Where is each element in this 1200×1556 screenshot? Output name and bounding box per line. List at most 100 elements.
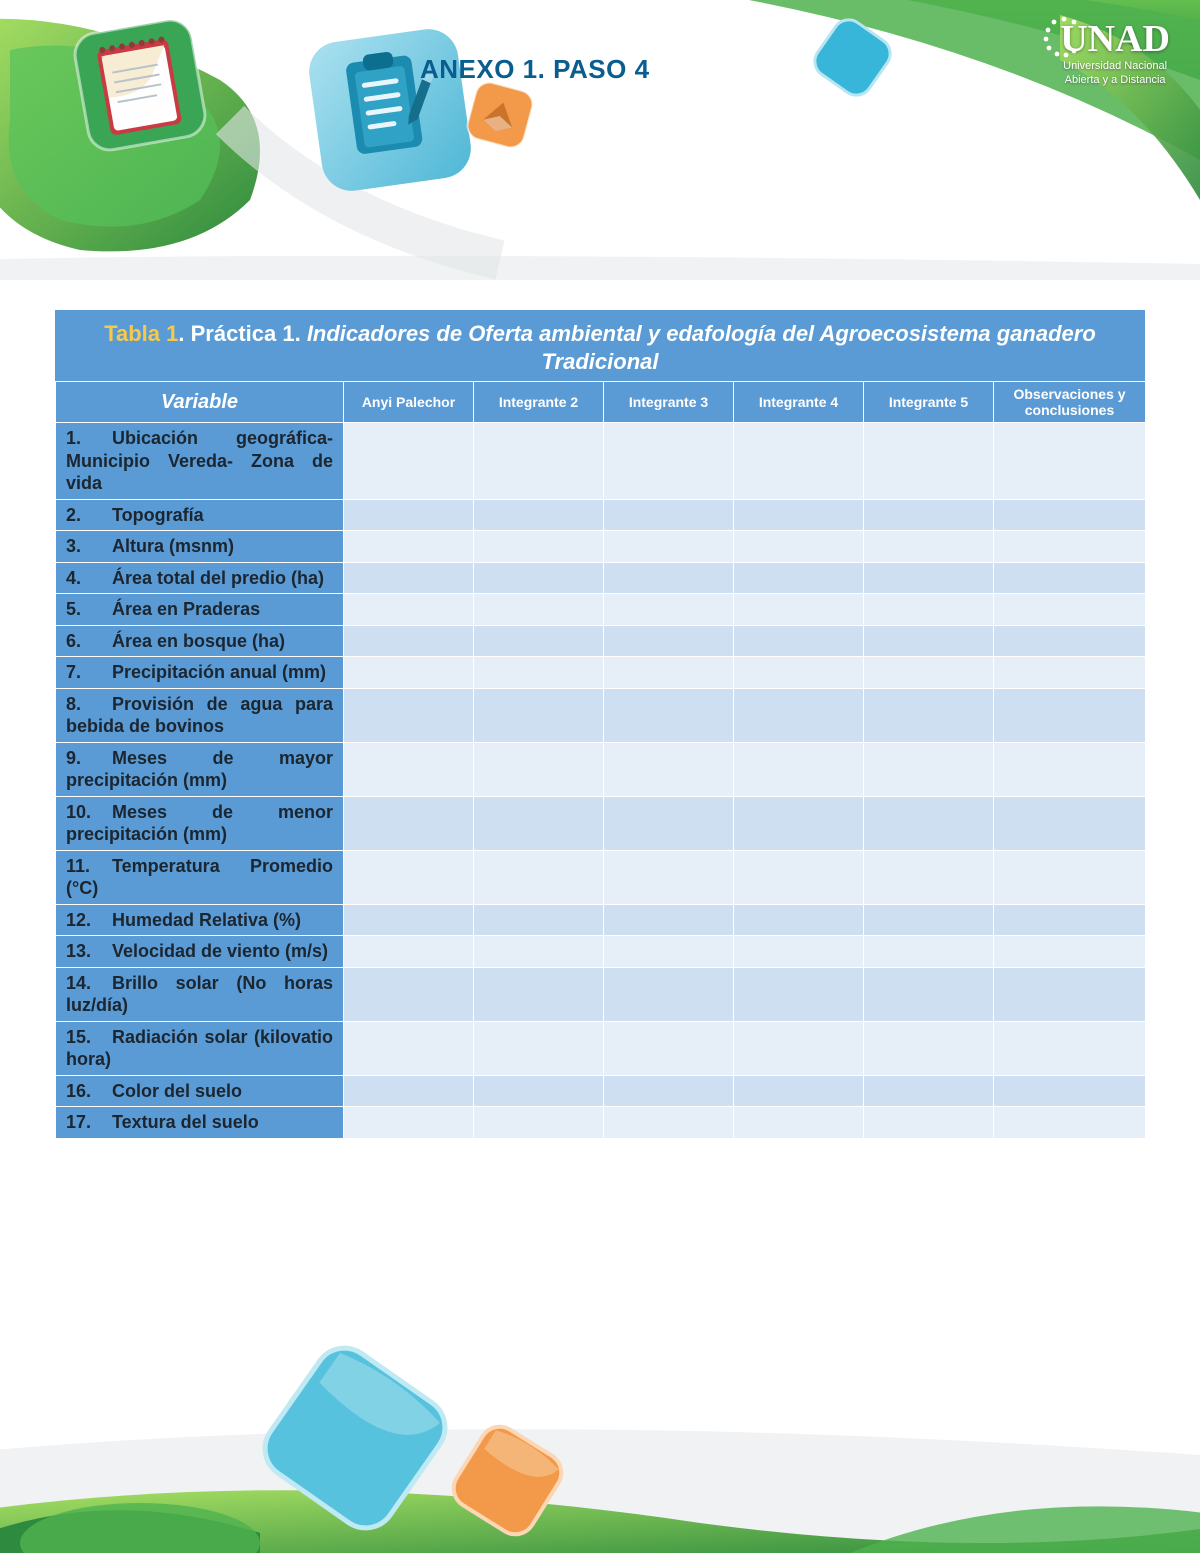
table-row: 8.Provisión de agua para bebida de bovin… <box>56 688 1146 742</box>
table-cell <box>474 1021 604 1075</box>
table-cell <box>734 967 864 1021</box>
table-row: 15.Radiación solar (kilovatio hora) <box>56 1021 1146 1075</box>
table-cell <box>604 657 734 689</box>
table-cell <box>604 904 734 936</box>
teal-diamond-icon <box>800 5 904 109</box>
table-cell <box>344 688 474 742</box>
col-integrante-5: Integrante 5 <box>864 382 994 423</box>
table-cell <box>604 936 734 968</box>
table-cell <box>604 423 734 500</box>
table-cell <box>864 850 994 904</box>
col-observaciones: Observaciones y conclusiones <box>994 382 1146 423</box>
table-row: 3.Altura (msnm) <box>56 531 1146 563</box>
table-cell <box>344 594 474 626</box>
variable-cell: 9.Meses de mayor precipitación (mm) <box>56 742 344 796</box>
table-title-tabla: Tabla 1 <box>104 321 178 346</box>
table-cell <box>994 625 1146 657</box>
col-integrante-3: Integrante 3 <box>604 382 734 423</box>
table-cell <box>344 936 474 968</box>
table-row: 5.Área en Praderas <box>56 594 1146 626</box>
table-cell <box>864 742 994 796</box>
table-cell <box>994 562 1146 594</box>
unad-logo: UNAD Universidad Nacional Abierta y a Di… <box>1060 20 1170 86</box>
table-cell <box>604 850 734 904</box>
table-cell <box>734 625 864 657</box>
table-cell <box>474 1075 604 1107</box>
table-cell <box>344 657 474 689</box>
table-cell <box>734 562 864 594</box>
table-cell <box>344 499 474 531</box>
bottom-teal-cube-icon <box>237 1320 474 1556</box>
table-cell <box>344 1075 474 1107</box>
variable-cell: 17.Textura del suelo <box>56 1107 344 1139</box>
table-cell <box>864 423 994 500</box>
table-cell <box>344 742 474 796</box>
table-cell <box>734 531 864 563</box>
table-cell <box>344 850 474 904</box>
table-cell <box>994 531 1146 563</box>
col-integrante-1: Anyi Palechor <box>344 382 474 423</box>
table-cell <box>474 499 604 531</box>
table-cell <box>474 1107 604 1139</box>
table-cell <box>474 625 604 657</box>
table-cell <box>604 1107 734 1139</box>
table-cell <box>994 688 1146 742</box>
table-cell <box>994 967 1146 1021</box>
table-cell <box>604 625 734 657</box>
table-cell <box>734 688 864 742</box>
table-cell <box>734 1021 864 1075</box>
unad-logo-sub1: Universidad Nacional <box>1060 60 1170 72</box>
table-row: 4.Área total del predio (ha) <box>56 562 1146 594</box>
table-cell <box>344 1021 474 1075</box>
variable-cell: 3.Altura (msnm) <box>56 531 344 563</box>
variable-cell: 1.Ubicación geográfica- Municipio Vereda… <box>56 423 344 500</box>
table-cell <box>864 1021 994 1075</box>
header-title: ANEXO 1. PASO 4 <box>420 54 650 85</box>
table-row: 14.Brillo solar (No horas luz/día) <box>56 967 1146 1021</box>
table-cell <box>994 594 1146 626</box>
table-row: 9.Meses de mayor precipitación (mm) <box>56 742 1146 796</box>
table-cell <box>734 594 864 626</box>
bottom-decoration <box>0 1313 1200 1553</box>
variable-cell: 4.Área total del predio (ha) <box>56 562 344 594</box>
table-cell <box>994 1107 1146 1139</box>
table-row: 1.Ubicación geográfica- Municipio Vereda… <box>56 423 1146 500</box>
table-cell <box>474 688 604 742</box>
table-cell <box>604 562 734 594</box>
table-cell <box>604 688 734 742</box>
table-cell <box>734 904 864 936</box>
table-cell <box>474 850 604 904</box>
table-cell <box>604 796 734 850</box>
table-cell <box>864 796 994 850</box>
table-cell <box>994 423 1146 500</box>
variable-cell: 5.Área en Praderas <box>56 594 344 626</box>
table-cell <box>994 904 1146 936</box>
variable-cell: 7.Precipitación anual (mm) <box>56 657 344 689</box>
unad-logo-dots <box>1042 15 1086 59</box>
table-cell <box>864 531 994 563</box>
table-cell <box>734 742 864 796</box>
table-cell <box>604 531 734 563</box>
table-cell <box>734 657 864 689</box>
table-cell <box>604 499 734 531</box>
table-cell <box>864 904 994 936</box>
table-cell <box>994 936 1146 968</box>
table-cell <box>734 1075 864 1107</box>
table-row: 6.Área en bosque (ha) <box>56 625 1146 657</box>
table-title-practica: . Práctica 1. <box>178 321 306 346</box>
table-title-rest: Indicadores de Oferta ambiental y edafol… <box>307 321 1096 374</box>
table-cell <box>864 657 994 689</box>
table-cell <box>474 657 604 689</box>
table-cell <box>994 1075 1146 1107</box>
table-cell <box>864 625 994 657</box>
table-cell <box>994 657 1146 689</box>
table-cell <box>344 531 474 563</box>
table-cell <box>864 562 994 594</box>
col-variable: Variable <box>56 382 344 423</box>
table-cell <box>604 1075 734 1107</box>
table-cell <box>864 936 994 968</box>
table-cell <box>864 688 994 742</box>
table-cell <box>474 594 604 626</box>
table-cell <box>474 967 604 1021</box>
table-cell <box>734 850 864 904</box>
